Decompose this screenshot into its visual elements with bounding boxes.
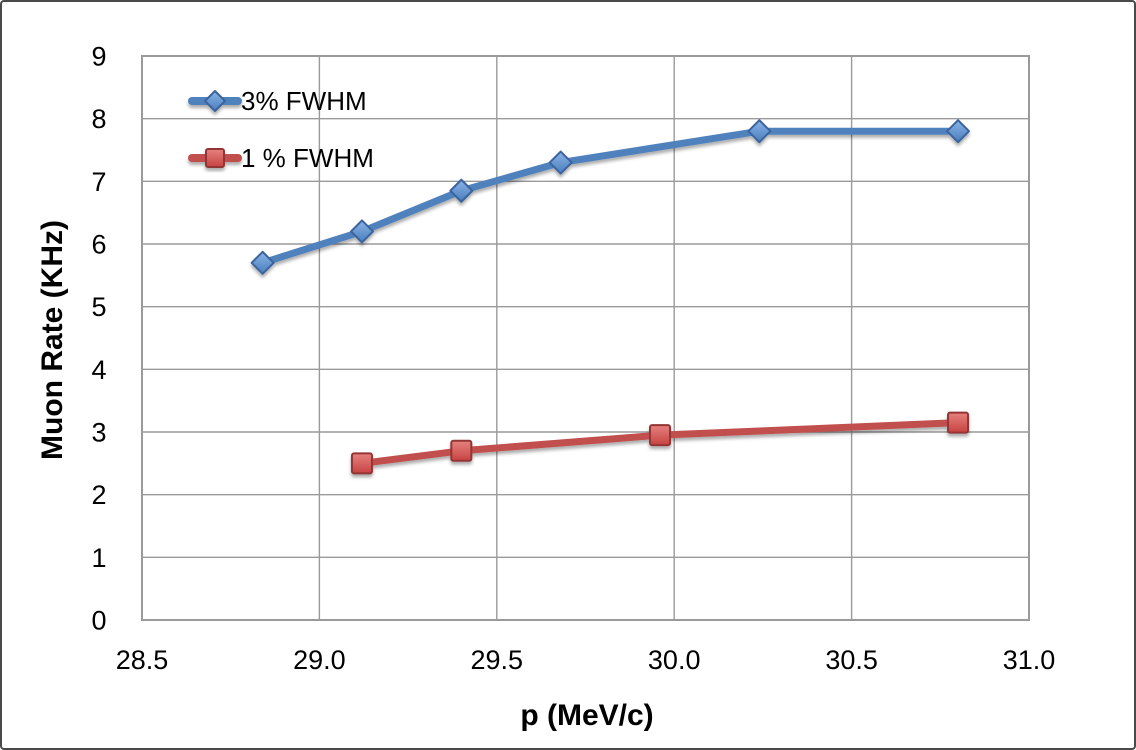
y-tick-label: 8	[91, 104, 106, 134]
data-series	[250, 119, 971, 475]
gridlines	[141, 55, 1030, 621]
series-1-fwhm	[350, 411, 970, 475]
series-line	[259, 127, 962, 267]
series-3-fwhm	[250, 119, 971, 275]
x-axis-title: p (MeV/c)	[520, 699, 653, 732]
data-point-marker	[946, 119, 971, 144]
data-point-marker	[548, 150, 573, 175]
series-line	[358, 419, 962, 467]
plot-border	[141, 55, 1030, 621]
y-tick-label: 1	[91, 543, 106, 573]
y-axis-title: Muon Rate (KHz)	[36, 220, 69, 460]
y-tick-label: 3	[91, 418, 106, 448]
legend: 3% FWHM 1 % FWHM	[188, 86, 374, 173]
data-point-marker	[449, 178, 474, 203]
data-point-marker	[350, 452, 373, 475]
data-point-marker	[947, 411, 970, 434]
legend-item-1-fwhm: 1 % FWHM	[188, 143, 374, 173]
legend-label: 1 % FWHM	[241, 143, 374, 173]
x-tick-label: 30.5	[825, 645, 878, 675]
y-tick-label: 0	[91, 606, 106, 636]
x-tick-label: 29.0	[293, 645, 346, 675]
x-tick-label: 31.0	[1003, 645, 1056, 675]
legend-item-3-fwhm: 3% FWHM	[188, 86, 367, 116]
data-point-marker	[747, 119, 772, 144]
x-tick-label: 28.5	[116, 645, 169, 675]
y-tick-label: 6	[91, 230, 106, 260]
y-tick-label: 9	[91, 42, 106, 72]
data-point-marker	[349, 219, 374, 244]
data-point-marker	[204, 90, 226, 112]
y-tick-label: 7	[91, 167, 106, 197]
axis-tick-labels: 0 1 2 3 4 5 6 7 8 9 28.5 29.0 29.5 30.0 30.5 31.0	[91, 42, 1055, 676]
x-tick-label: 29.5	[471, 645, 524, 675]
data-point-marker	[649, 424, 672, 447]
data-point-marker	[205, 148, 225, 168]
data-point-marker	[450, 439, 473, 462]
data-point-marker	[250, 250, 275, 275]
legend-label: 3% FWHM	[241, 86, 367, 116]
x-tick-label: 30.0	[648, 645, 701, 675]
y-tick-label: 5	[91, 292, 106, 322]
y-tick-label: 2	[91, 480, 106, 510]
y-tick-label: 4	[91, 355, 106, 385]
